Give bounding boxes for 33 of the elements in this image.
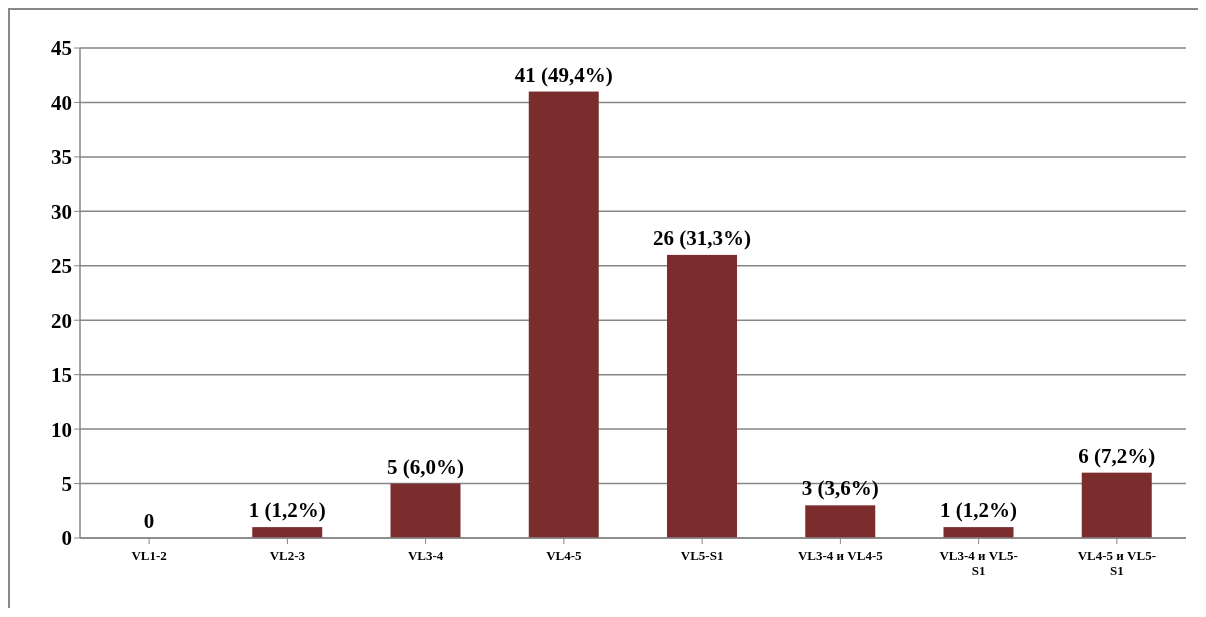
y-tick-label: 30 <box>51 199 72 224</box>
y-tick-label: 35 <box>51 145 72 170</box>
bar <box>667 254 737 538</box>
x-tick-label: VL5-S1 <box>680 548 724 563</box>
x-tick-label: VL4-5 <box>546 548 583 563</box>
x-tick-label: VL1-2 <box>131 548 167 563</box>
bar <box>528 91 599 538</box>
y-tick-label: 5 <box>61 472 72 497</box>
x-tick-label: VL2-3 <box>269 548 306 563</box>
y-tick-label: 0 <box>61 526 72 551</box>
y-tick-label: 40 <box>51 90 72 115</box>
bar <box>252 527 323 538</box>
y-tick-label: 10 <box>51 417 72 442</box>
x-tick-label: VL3-4 и VL5-S1 <box>939 548 1018 578</box>
data-label: 1 (1,2%) <box>248 498 326 523</box>
data-label: 26 (31,3%) <box>653 225 751 250</box>
x-tick-label: VL4-5 и VL5-S1 <box>1077 548 1157 578</box>
x-tick-label: VL3-4 <box>407 548 444 563</box>
y-tick-label: 45 <box>51 36 72 61</box>
y-tick-label: 25 <box>51 254 72 279</box>
data-label: 3 (3,6%) <box>801 476 879 501</box>
data-label: 5 (6,0%) <box>387 454 464 479</box>
y-tick-label: 15 <box>51 363 72 388</box>
bar <box>943 527 1014 538</box>
bar <box>805 505 876 538</box>
bar <box>390 483 461 538</box>
data-label: 6 (7,2%) <box>1078 443 1156 468</box>
data-label: 41 (49,4%) <box>514 62 613 87</box>
data-label: 1 (1,2%) <box>940 498 1017 523</box>
data-label: 0 <box>143 509 155 533</box>
y-tick-label: 20 <box>51 308 72 333</box>
bar <box>1081 472 1152 538</box>
x-tick-label: VL3-4 и VL4-5 <box>797 548 884 563</box>
